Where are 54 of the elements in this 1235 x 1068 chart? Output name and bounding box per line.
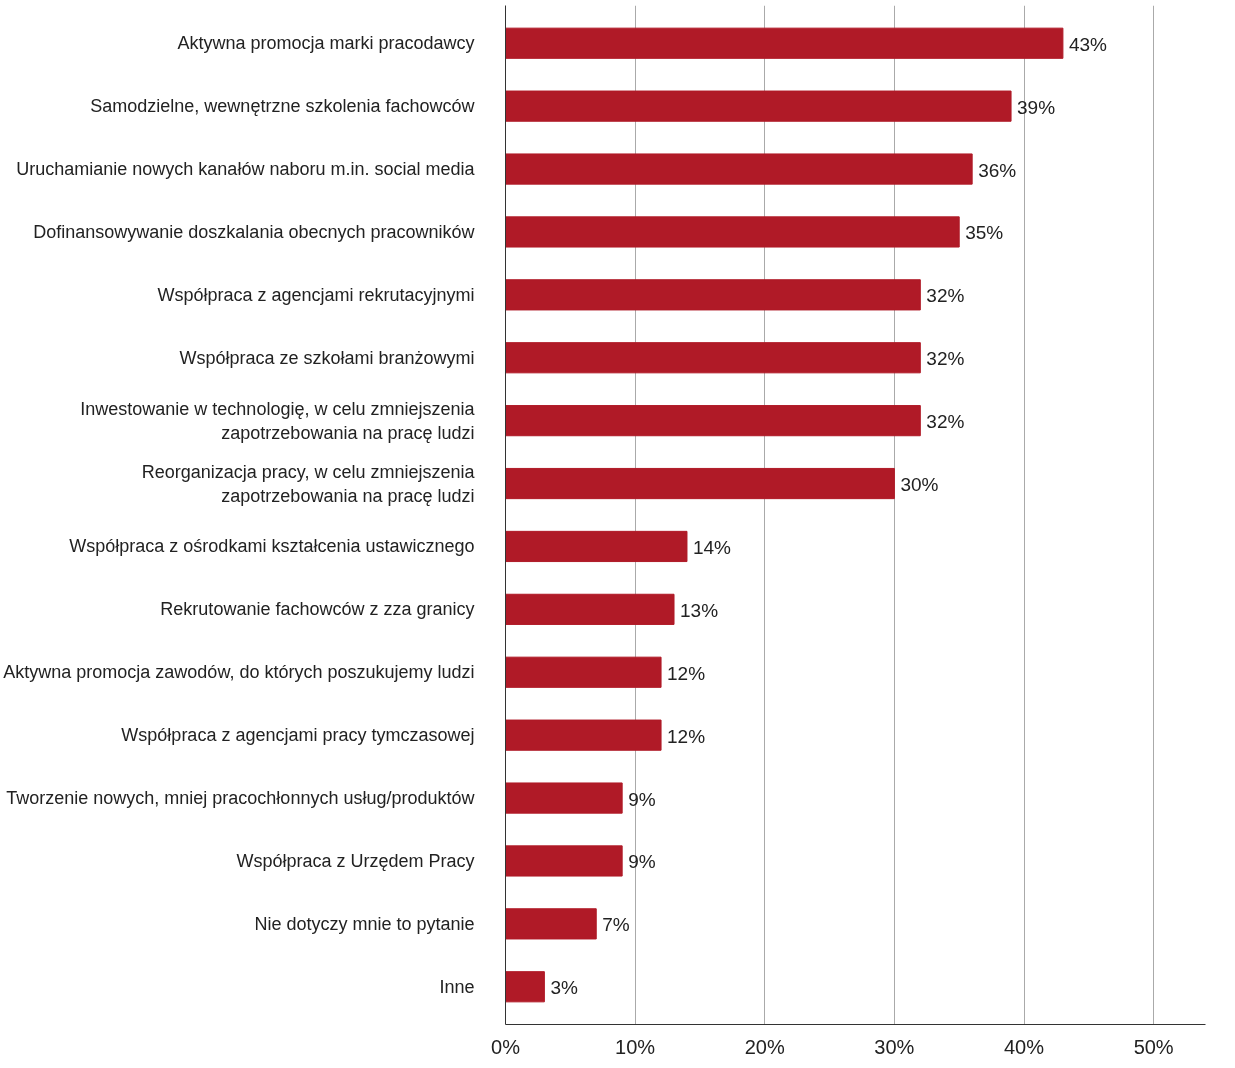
bar (505, 971, 545, 1003)
y-tick-label: Reorganizacja pracy, w celu zmniejszenia zapotrzebowania na pracę ludzi (141, 461, 476, 506)
data-label: 12% (667, 725, 706, 747)
y-tick-label: Aktywna promocja zawodów, do których poszukujemy ludzi (3, 662, 475, 683)
bar (505, 279, 921, 311)
bar (505, 405, 921, 437)
x-tick-label: 50% (1133, 1035, 1174, 1058)
data-label: 7% (602, 914, 630, 936)
data-label: 12% (667, 662, 706, 684)
y-tick-label: Inwestowanie w technologię, w celu zmniejszenia zapotrzebowania na pracę ludzi (80, 398, 476, 443)
x-tick-label: 0% (491, 1035, 521, 1058)
y-tick-label: Tworzenie nowych, mniej pracochłonnych usług/produktów (6, 788, 476, 809)
y-tick-label: Współpraca z Urzędem Pracy (236, 850, 475, 871)
bar (505, 908, 597, 940)
x-tick-label: 40% (1004, 1035, 1045, 1058)
y-tick-label: Nie dotyczy mnie to pytanie (254, 913, 475, 934)
bar (505, 27, 1064, 59)
bar (505, 342, 921, 374)
y-tick-label: Współpraca ze szkołami branżowymi (179, 347, 475, 368)
y-tick-label: Inne (439, 976, 475, 997)
bar (505, 593, 675, 625)
bar (505, 782, 623, 814)
y-tick-label: Współpraca z agencjami rekrutacyjnymi (157, 284, 475, 305)
data-label: 9% (628, 851, 656, 873)
x-tick-label: 20% (744, 1035, 785, 1058)
y-tick-label: Aktywna promocja marki pracodawcy (177, 33, 475, 54)
bar (505, 719, 662, 751)
bar (505, 153, 973, 185)
data-label: 3% (550, 977, 578, 999)
data-label: 36% (978, 159, 1017, 181)
data-label: 9% (628, 788, 656, 810)
data-label: 13% (680, 599, 719, 621)
bar (505, 90, 1012, 122)
bar (505, 530, 688, 563)
bar (505, 845, 623, 877)
data-label: 43% (1068, 33, 1108, 55)
data-label: 32% (926, 348, 965, 370)
y-tick-label: Uruchamianie nowych kanałów naboru m.in. social media (16, 159, 476, 180)
y-tick-label: Współpraca z agencjami pracy tymczasowej (121, 725, 475, 746)
y-tick-label: Współpraca z ośrodkami kształcenia ustawicznego (69, 536, 475, 557)
data-label: 39% (1017, 96, 1056, 118)
x-tick-label: 30% (874, 1035, 915, 1058)
data-label: 32% (926, 285, 965, 307)
data-label: 35% (965, 222, 1004, 244)
bar (505, 467, 895, 500)
y-tick-label: Samodzielne, wewnętrzne szkolenia fachowców (90, 96, 476, 117)
bar (505, 656, 662, 688)
data-label: 14% (692, 536, 732, 558)
y-tick-label: Dofinansowywanie doszkalania obecnych pracowników (33, 221, 476, 242)
x-tick-label: 10% (615, 1035, 656, 1058)
data-label: 30% (900, 474, 939, 496)
y-tick-label: Rekrutowanie fachowców z zza granicy (160, 599, 475, 620)
data-label: 32% (926, 411, 965, 433)
bar (505, 216, 960, 248)
